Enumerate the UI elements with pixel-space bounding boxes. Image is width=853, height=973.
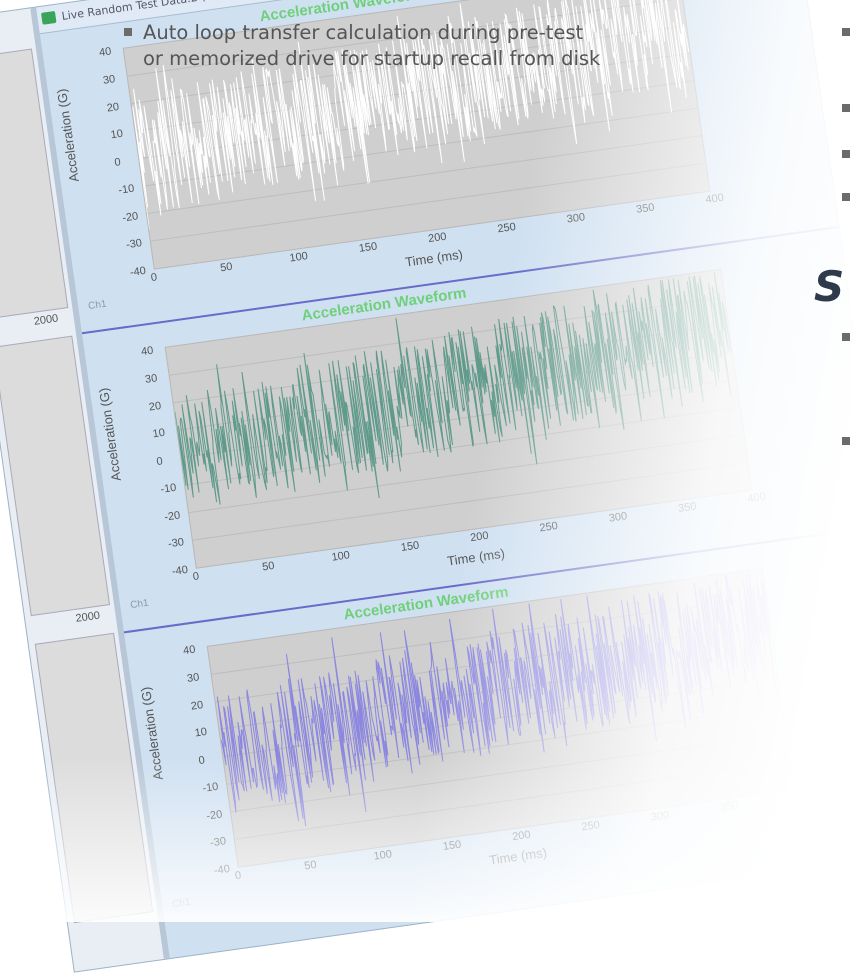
bullet-icon [842,437,850,445]
bullet-text-line-1: Auto loop transfer calculation during pr… [143,21,584,44]
bullet-icon [842,150,850,158]
section-heading-fragment: S [814,262,845,311]
bullet-icon [842,333,850,341]
bullet-text-line-2: or memorized drive for startup recall fr… [143,47,601,70]
bullet-icon [124,28,132,36]
document-text-layer: Auto loop transfer calculation during pr… [124,21,850,445]
bullet-icon [842,193,850,201]
bullet-icon [842,28,850,36]
bullet-icon [842,104,850,112]
